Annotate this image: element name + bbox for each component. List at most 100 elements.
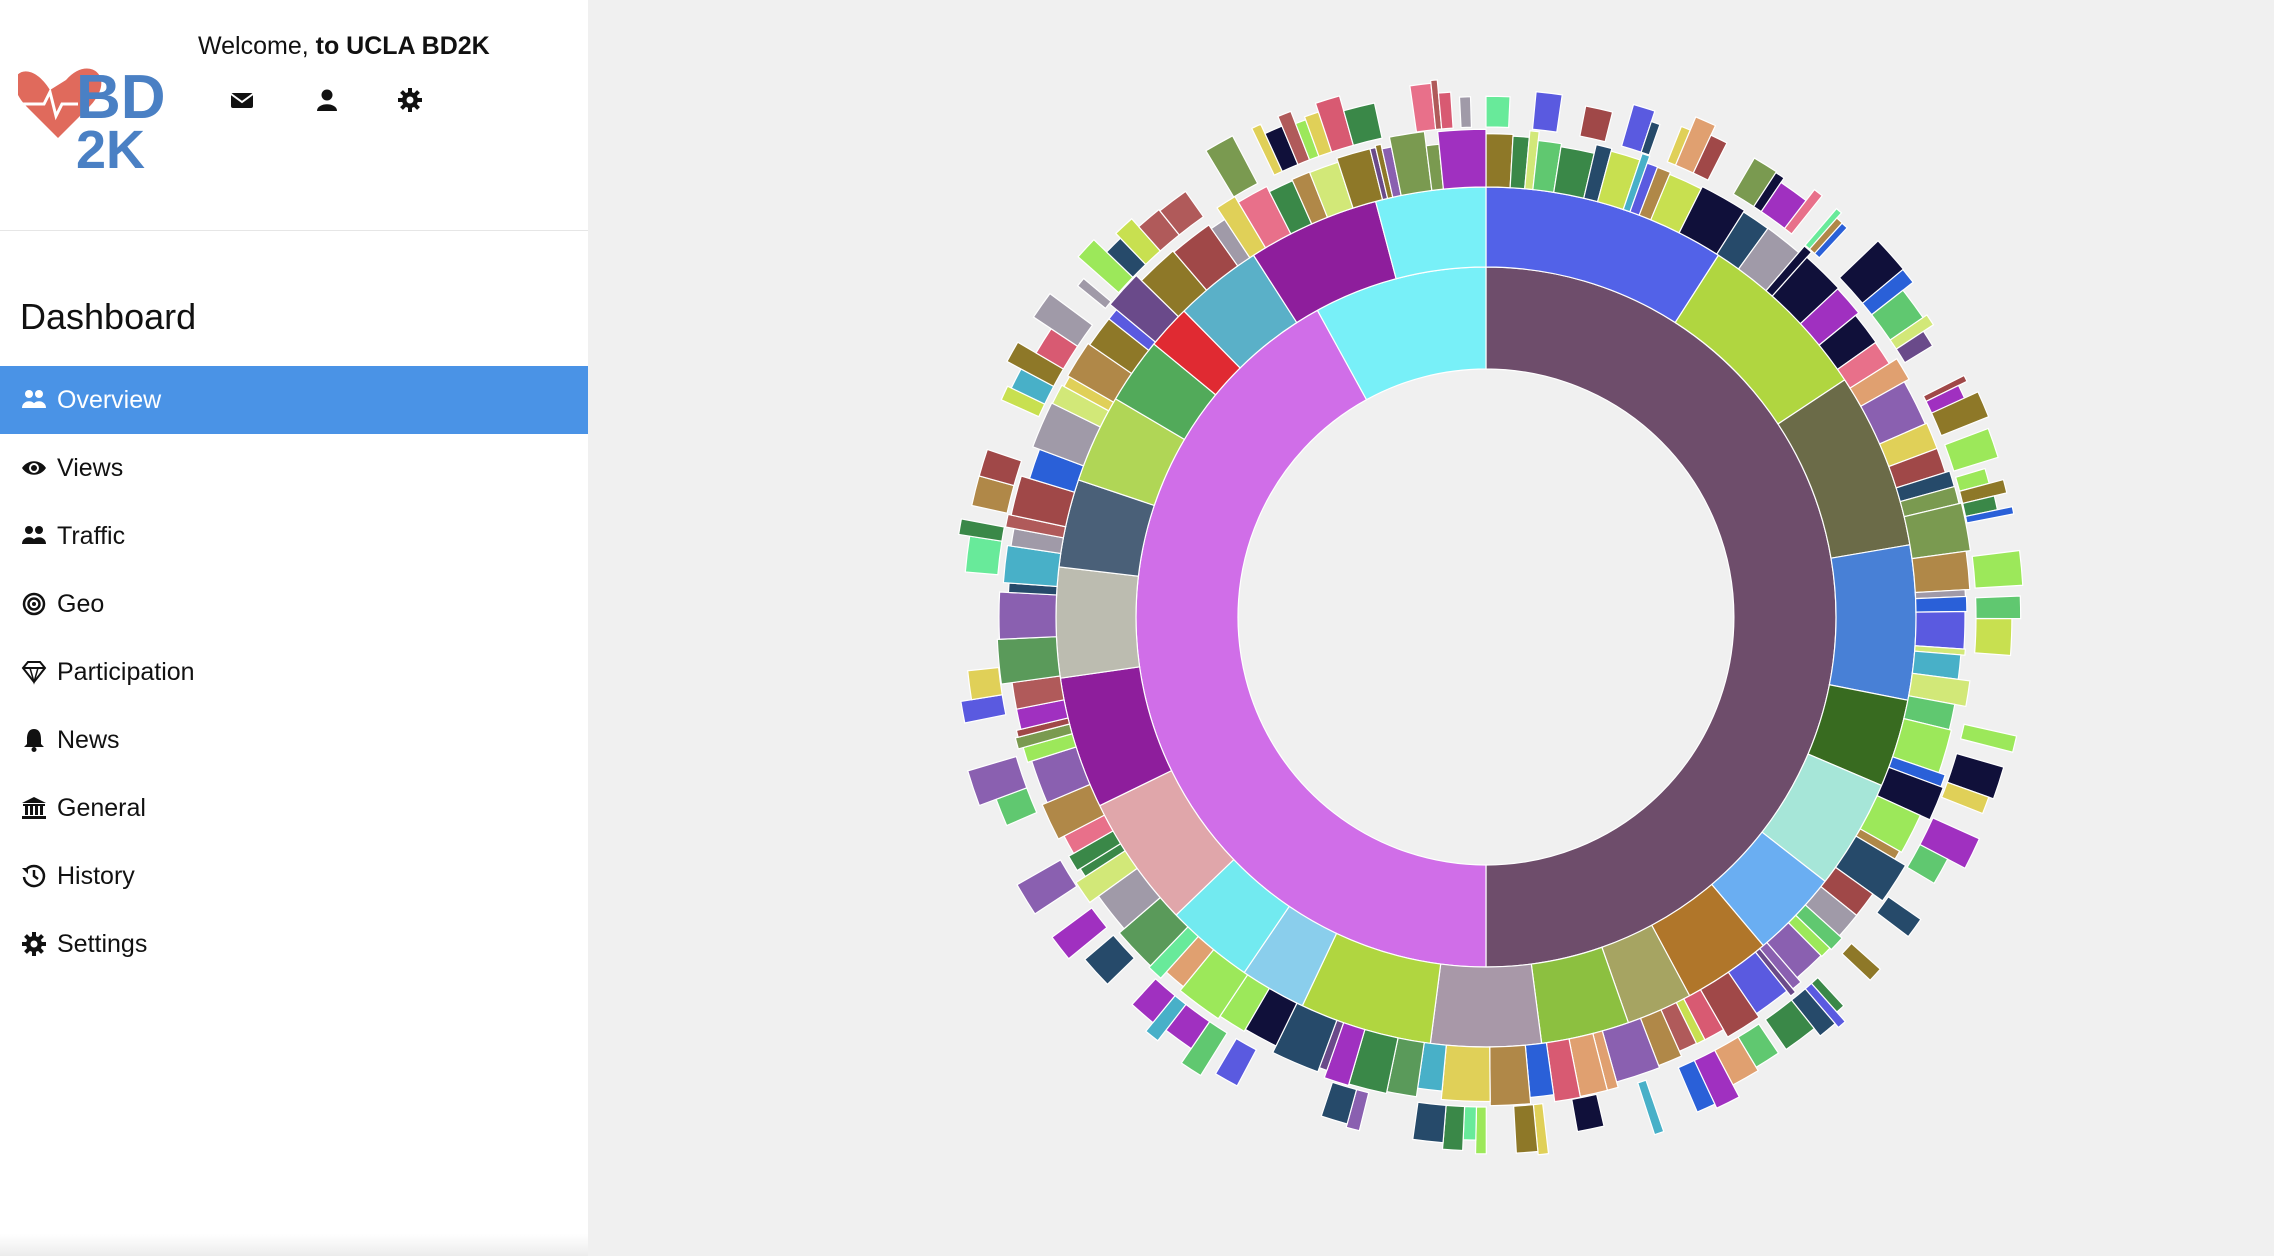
sidebar-item-overview[interactable]: Overview bbox=[0, 366, 588, 434]
sunburst-outer-segment-0-58[interactable] bbox=[1489, 1044, 1532, 1107]
sunburst-outer-segment-1-114[interactable] bbox=[967, 666, 1003, 701]
sunburst-outer-segment-1-13[interactable] bbox=[1692, 134, 1728, 181]
sunburst-outer-segment-0-29[interactable] bbox=[1914, 610, 1966, 650]
sidebar-item-general[interactable]: General bbox=[0, 774, 588, 842]
envelope-icon[interactable] bbox=[228, 86, 256, 114]
sidebar-item-label: Settings bbox=[57, 929, 148, 958]
sunburst-outer-segment-1-156[interactable] bbox=[1458, 96, 1473, 129]
sunburst-outer-segment-1-113[interactable] bbox=[960, 694, 1007, 724]
sunburst-outer-segment-1-40[interactable] bbox=[1964, 505, 2015, 524]
sunburst-outer-segment-1-133[interactable] bbox=[1076, 277, 1112, 310]
sunburst-outer-segment-1-106[interactable] bbox=[1016, 859, 1078, 915]
sidebar: BD 2K Welcome, to UCLA BD2K Dashboard Ov… bbox=[0, 0, 588, 1256]
sunburst-outer-segment-1-22[interactable] bbox=[1813, 222, 1848, 259]
sidebar-item-label: Participation bbox=[57, 657, 195, 686]
sunburst-outer-segment-1-110[interactable] bbox=[966, 755, 1028, 807]
sunburst-outer-segment-1-33[interactable] bbox=[1930, 391, 1990, 437]
sidebar-item-label: History bbox=[57, 861, 135, 890]
gear-icon[interactable] bbox=[396, 86, 424, 114]
sidebar-item-label: Geo bbox=[57, 589, 105, 618]
sunburst-ring2-segment-16[interactable] bbox=[1055, 566, 1141, 679]
sunburst-ring2-segment-10[interactable] bbox=[1429, 963, 1543, 1048]
welcome-message: Welcome, to UCLA BD2K bbox=[198, 32, 490, 61]
sunburst-outer-segment-0-113[interactable] bbox=[1437, 128, 1487, 190]
sunburst-outer-segment-1-52[interactable] bbox=[1940, 781, 1990, 815]
eye-icon bbox=[20, 454, 48, 482]
sunburst-ring2-segment-23[interactable] bbox=[1374, 186, 1487, 280]
bank-icon bbox=[20, 794, 48, 822]
user-icon[interactable] bbox=[313, 86, 341, 114]
sunburst-outer-segment-1-61[interactable] bbox=[1841, 942, 1882, 982]
sunburst-outer-segment-1-102[interactable] bbox=[1083, 934, 1136, 986]
sidebar-item-news[interactable]: News bbox=[0, 706, 588, 774]
sidebar-item-label: Overview bbox=[57, 385, 162, 414]
svg-text:2K: 2K bbox=[76, 120, 145, 172]
sunburst-outer-segment-1-44[interactable] bbox=[1974, 595, 2022, 620]
welcome-prefix: Welcome, bbox=[198, 32, 316, 60]
sunburst-ring2-segment-3[interactable] bbox=[1828, 544, 1917, 701]
sunburst-outer-segment-1-123[interactable] bbox=[978, 448, 1023, 487]
sidebar-item-traffic[interactable]: Traffic bbox=[0, 502, 588, 570]
sunburst-outer-segment-1-83[interactable] bbox=[1462, 1105, 1478, 1141]
sunburst-outer-segment-1-119[interactable] bbox=[964, 535, 1003, 576]
sunburst-outer-segment-1-35[interactable] bbox=[1943, 427, 1999, 472]
sunburst-outer-segment-1-74[interactable] bbox=[1636, 1079, 1665, 1136]
sunburst-outer-segment-1-49[interactable] bbox=[1959, 723, 2018, 753]
sidebar-item-label: Traffic bbox=[57, 521, 126, 550]
sidebar-item-participation[interactable]: Participation bbox=[0, 638, 588, 706]
sunburst-outer-segment-1-72[interactable] bbox=[1677, 1059, 1716, 1113]
sunburst-outer-segment-1-57[interactable] bbox=[1875, 895, 1922, 938]
sunburst-outer-segment-0-59[interactable] bbox=[1440, 1044, 1491, 1103]
sidebar-item-settings[interactable]: Settings bbox=[0, 910, 588, 978]
sidebar-item-history[interactable]: History bbox=[0, 842, 588, 910]
sidebar-nav: Overview Views Traffic Geo Participation bbox=[0, 366, 588, 978]
sunburst-outer-segment-0-26[interactable] bbox=[1911, 550, 1971, 594]
sunburst-outer-segment-1-82[interactable] bbox=[1474, 1106, 1487, 1155]
bd2k-logo: BD 2K bbox=[18, 63, 166, 172]
sunburst-outer-segment-1-99[interactable] bbox=[1131, 977, 1176, 1024]
welcome-org: to UCLA BD2K bbox=[315, 32, 490, 60]
sidebar-item-label: General bbox=[57, 793, 146, 822]
main-panel bbox=[588, 0, 2274, 1256]
sunburst-outer-segment-1-94[interactable] bbox=[1214, 1037, 1258, 1087]
sunburst-outer-segment-1-42[interactable] bbox=[1971, 549, 2024, 589]
sunburst-outer-segment-1-45[interactable] bbox=[1974, 617, 2013, 657]
sunburst-outer-segment-1-150[interactable] bbox=[1342, 102, 1383, 147]
sunburst-outer-segment-1-90[interactable] bbox=[1320, 1081, 1358, 1125]
sunburst-outer-segment-1-18[interactable] bbox=[1783, 188, 1824, 235]
sunburst-outer-segment-1-104[interactable] bbox=[1051, 907, 1108, 960]
sunburst-outer-segment-1-142[interactable] bbox=[1205, 134, 1259, 198]
svg-text:BD: BD bbox=[76, 63, 166, 132]
bell-icon bbox=[20, 726, 48, 754]
sunburst-outer-segment-0-0[interactable] bbox=[1485, 132, 1514, 189]
sunburst-outer-segment-0-28[interactable] bbox=[1914, 595, 1968, 613]
sunburst-outer-segment-1-2[interactable] bbox=[1531, 91, 1563, 133]
sidebar-header: BD 2K Welcome, to UCLA BD2K bbox=[0, 0, 588, 231]
sunburst-outer-segment-1-28[interactable] bbox=[1895, 330, 1934, 364]
sunburst-chart bbox=[958, 79, 2024, 1156]
sidebar-item-views[interactable]: Views bbox=[0, 434, 588, 502]
sidebar-item-geo[interactable]: Geo bbox=[0, 570, 588, 638]
sunburst-outer-segment-1-77[interactable] bbox=[1571, 1093, 1605, 1133]
sunburst-outer-segment-1-8[interactable] bbox=[1640, 120, 1661, 156]
sunburst-outer-segment-1-85[interactable] bbox=[1412, 1101, 1447, 1144]
sidebar-item-label: News bbox=[57, 725, 120, 754]
gear-icon bbox=[20, 930, 48, 958]
sunburst-outer-segment-0-85[interactable] bbox=[998, 591, 1058, 640]
dashboard-title: Dashboard bbox=[20, 296, 197, 337]
sunburst-outer-segment-1-131[interactable] bbox=[1032, 292, 1094, 348]
sunburst-outer-segment-0-84[interactable] bbox=[996, 636, 1061, 685]
sunburst-outer-segment-1-80[interactable] bbox=[1513, 1104, 1539, 1154]
diamond-icon bbox=[20, 658, 48, 686]
sunburst-outer-segment-1-0[interactable] bbox=[1485, 95, 1511, 129]
sunburst-outer-segment-1-55[interactable] bbox=[1906, 843, 1949, 885]
sunburst-outer-segment-1-4[interactable] bbox=[1579, 105, 1614, 143]
history-icon bbox=[20, 862, 48, 890]
sunburst-outer-segment-1-67[interactable] bbox=[1764, 999, 1816, 1051]
sunburst-outer-segment-1-139[interactable] bbox=[1159, 190, 1205, 236]
sunburst-outer-segment-1-120[interactable] bbox=[958, 518, 1006, 542]
users-icon bbox=[20, 386, 48, 414]
sunburst-outer-segment-1-154[interactable] bbox=[1437, 91, 1454, 130]
target-icon bbox=[20, 590, 48, 618]
sidebar-item-label: Views bbox=[57, 453, 124, 482]
